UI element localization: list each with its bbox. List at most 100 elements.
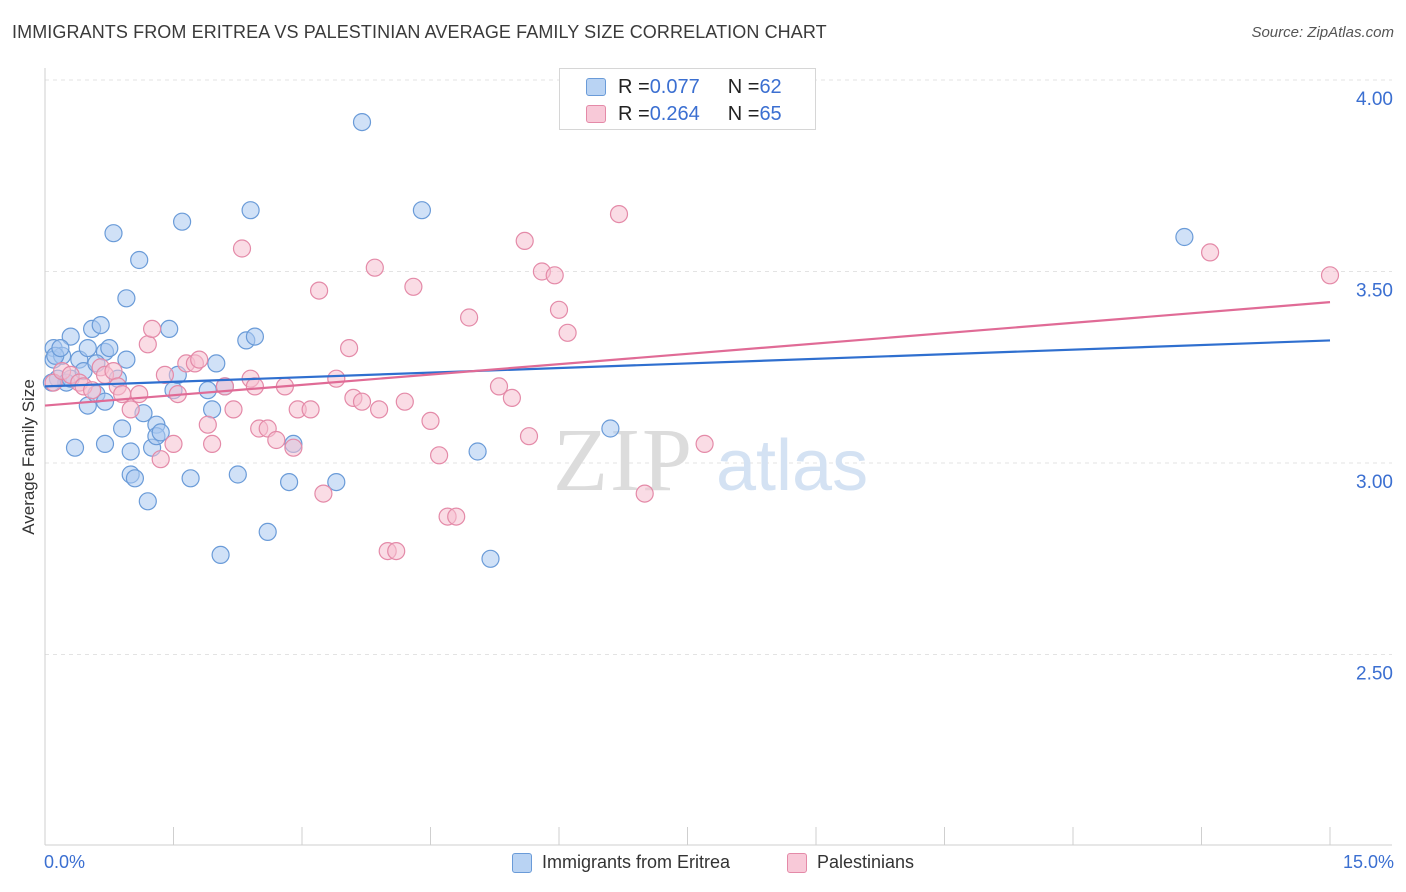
eritrea-point: [327, 473, 346, 492]
palestinian-point: [460, 308, 479, 327]
eritrea-point: [160, 319, 179, 338]
legend-swatch-eritrea: [512, 852, 532, 873]
source-credit: Source: ZipAtlas.com: [1251, 24, 1394, 41]
eritrea-point: [117, 350, 136, 369]
eritrea-point: [104, 224, 123, 243]
eritrea-point: [207, 354, 226, 373]
eritrea-point: [91, 316, 110, 335]
palestinian-point: [635, 484, 654, 503]
palestinian-point: [284, 438, 303, 457]
palestinian-point: [104, 362, 123, 381]
axis-layer: 2.50 3.00 3.50 4.00: [44, 68, 1393, 846]
palestinian-point: [310, 281, 329, 300]
palestinian-point: [387, 541, 406, 561]
eritrea-point: [121, 442, 140, 461]
palestinian-point: [489, 377, 509, 396]
palestinian-point: [151, 450, 170, 469]
series-legend: Immigrants from Eritrea Palestinians: [0, 852, 1406, 878]
r-value: 0.077: [649, 75, 700, 98]
palestinian-point: [130, 385, 149, 404]
eritrea-point: [138, 492, 157, 511]
palestinian-point: [314, 484, 333, 503]
eritrea-point: [280, 473, 299, 492]
r-label: R =: [618, 102, 650, 125]
palestinian-point: [695, 434, 714, 453]
legend-item-palestinians: Palestinians: [787, 852, 914, 873]
eritrea-point: [65, 438, 85, 457]
palestinian-point: [301, 400, 320, 419]
palestinian-point: [365, 258, 384, 277]
eritrea-point: [130, 250, 149, 270]
eritrea-point: [181, 469, 200, 488]
y-tick-label: 3.50: [1356, 281, 1393, 302]
n-value: 62: [759, 75, 782, 98]
r-label: R =: [618, 75, 650, 98]
r-value: 0.264: [649, 102, 700, 125]
n-label: N =: [727, 75, 760, 98]
palestinian-point: [370, 400, 389, 419]
eritrea-point: [173, 212, 192, 231]
y-axis-label: Average Family Size: [19, 379, 38, 535]
palestinian-point: [138, 335, 157, 354]
palestinian-point: [1200, 243, 1220, 262]
eritrea-point: [352, 112, 372, 132]
trend-layer: [44, 301, 1331, 407]
palestinian-point: [430, 446, 449, 465]
palestinian-point: [447, 507, 466, 526]
palestinian-point: [545, 266, 564, 285]
x-tick-label-min: 0.0%: [44, 852, 86, 872]
palestinian-point: [224, 400, 243, 419]
legend-swatch-palestinians: [787, 852, 807, 873]
eritrea-point: [245, 327, 264, 346]
eritrea-point: [203, 400, 222, 419]
eritrea-point: [100, 339, 119, 358]
y-tick-label: 4.00: [1356, 89, 1393, 110]
palestinian-point: [198, 415, 217, 434]
legend-label-eritrea: Immigrants from Eritrea: [542, 852, 731, 872]
watermark-atlas: atlas: [716, 426, 868, 506]
eritrea-point: [125, 469, 144, 488]
stats-legend: R = 0.077 N = 62 R = 0.264 N = 65: [559, 68, 816, 130]
palestinian-point: [203, 434, 222, 453]
eritrea-trend-line: [44, 339, 1331, 388]
eritrea-point: [78, 339, 97, 358]
palestinian-point: [190, 350, 209, 369]
chart-title: IMMIGRANTS FROM ERITREA VS PALESTINIAN A…: [12, 22, 827, 42]
legend-label-palestinians: Palestinians: [817, 852, 915, 872]
eritrea-point: [61, 327, 80, 346]
legend-swatch-palestinians: [586, 105, 606, 123]
palestinian-point: [143, 319, 162, 338]
eritrea-point: [51, 339, 70, 358]
palestinian-point: [1320, 266, 1340, 285]
palestinian-point: [395, 392, 414, 411]
palestinian-point: [267, 430, 286, 450]
eritrea-point: [481, 549, 500, 568]
eritrea-point: [117, 289, 136, 308]
palestinian-point: [421, 411, 440, 430]
points-layer: [42, 112, 1340, 568]
palestinian-trend-line: [44, 301, 1331, 407]
eritrea-point: [151, 423, 170, 442]
grid-layer: [45, 79, 1392, 655]
palestinian-point: [404, 277, 423, 296]
eritrea-point: [112, 419, 132, 438]
palestinian-point: [549, 300, 569, 319]
palestinian-point: [232, 239, 252, 258]
palestinian-point: [155, 365, 174, 384]
palestinian-point: [245, 377, 264, 396]
x-tick-label-max: 15.0%: [1342, 852, 1394, 872]
palestinian-point: [121, 400, 140, 419]
eritrea-point: [1175, 227, 1194, 247]
watermark-zip: ZIP: [553, 411, 694, 510]
legend-swatch-eritrea: [586, 78, 606, 96]
eritrea-point: [198, 381, 217, 400]
y-tick-label: 2.50: [1356, 664, 1393, 685]
palestinian-point: [340, 339, 359, 358]
eritrea-point: [95, 434, 115, 453]
stats-legend-row-palestinians: R = 0.264 N = 65: [586, 101, 782, 127]
palestinian-point: [558, 323, 577, 342]
stats-legend-row-eritrea: R = 0.077 N = 62: [586, 74, 782, 100]
legend-item-eritrea: Immigrants from Eritrea: [512, 852, 730, 873]
eritrea-point: [412, 201, 431, 220]
palestinian-point: [515, 231, 534, 250]
